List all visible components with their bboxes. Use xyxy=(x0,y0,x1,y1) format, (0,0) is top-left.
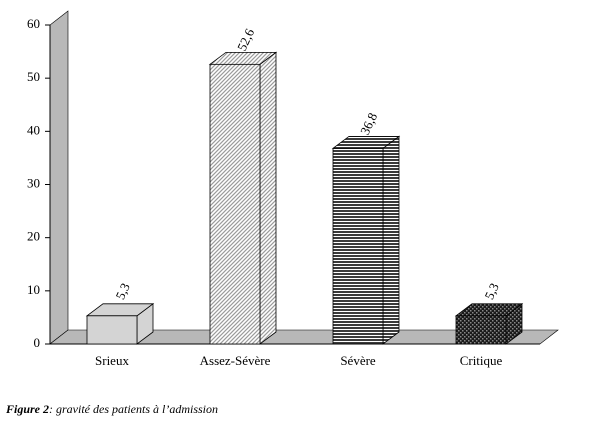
y-tick-label: 20 xyxy=(27,229,40,244)
value-label: 52,6 xyxy=(234,26,257,53)
value-label: 5,3 xyxy=(112,281,132,302)
y-tick-label: 10 xyxy=(27,282,40,297)
caption-label: Figure 2 xyxy=(5,402,49,416)
bar xyxy=(455,315,507,345)
x-tick-label: Sévère xyxy=(340,353,376,368)
y-tick-label: 60 xyxy=(27,16,40,31)
y-tick-label: 0 xyxy=(34,335,41,350)
y-tick-label: 30 xyxy=(27,175,40,190)
bar xyxy=(209,63,261,345)
bar-side xyxy=(259,51,277,345)
back-wall xyxy=(49,10,69,345)
y-tick-label: 50 xyxy=(27,69,40,84)
bar-side xyxy=(382,135,400,345)
x-tick-label: Critique xyxy=(460,353,503,368)
caption: Figure 2: gravité des patients à l’admis… xyxy=(5,402,218,416)
x-tick-label: Srieux xyxy=(95,353,129,368)
x-tick-label: Assez-Sévère xyxy=(200,353,271,368)
caption-text: : gravité des patients à l’admission xyxy=(49,402,218,416)
value-label: 5,3 xyxy=(481,281,501,302)
value-label: 36,8 xyxy=(357,110,380,137)
bar xyxy=(86,315,138,345)
y-tick-label: 40 xyxy=(27,122,40,137)
bar xyxy=(332,147,384,345)
